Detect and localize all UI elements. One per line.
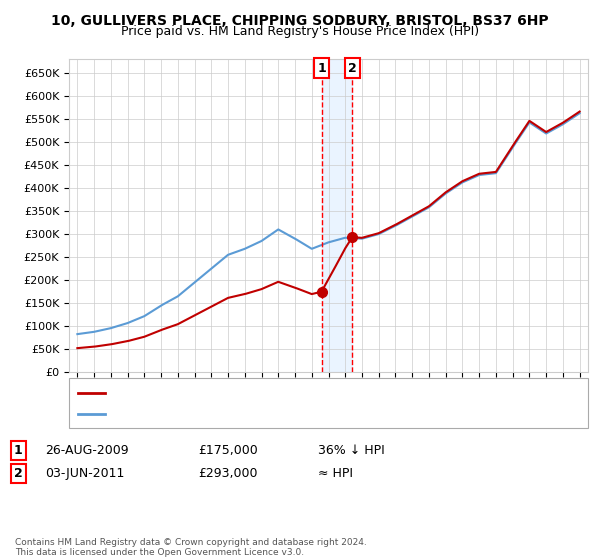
Text: 2: 2: [14, 466, 22, 480]
Text: Contains HM Land Registry data © Crown copyright and database right 2024.
This d: Contains HM Land Registry data © Crown c…: [15, 538, 367, 557]
Text: 2: 2: [348, 62, 356, 74]
Text: 1: 1: [14, 444, 22, 458]
Text: Price paid vs. HM Land Registry's House Price Index (HPI): Price paid vs. HM Land Registry's House …: [121, 25, 479, 38]
Text: £175,000: £175,000: [198, 444, 258, 458]
Text: 10, GULLIVERS PLACE, CHIPPING SODBURY, BRISTOL, BS37 6HP: 10, GULLIVERS PLACE, CHIPPING SODBURY, B…: [51, 14, 549, 28]
Text: £293,000: £293,000: [198, 466, 257, 480]
Bar: [322, 59, 352, 372]
Text: 03-JUN-2011: 03-JUN-2011: [45, 466, 124, 480]
Text: ≈ HPI: ≈ HPI: [318, 466, 353, 480]
Text: 26-AUG-2009: 26-AUG-2009: [45, 444, 128, 458]
Text: 1: 1: [317, 62, 326, 74]
Text: 36% ↓ HPI: 36% ↓ HPI: [318, 444, 385, 458]
Text: HPI: Average price, detached house, South Gloucestershire: HPI: Average price, detached house, Sout…: [110, 409, 419, 419]
Text: 10, GULLIVERS PLACE, CHIPPING SODBURY, BRISTOL, BS37 6HP (detached house): 10, GULLIVERS PLACE, CHIPPING SODBURY, B…: [110, 388, 536, 398]
